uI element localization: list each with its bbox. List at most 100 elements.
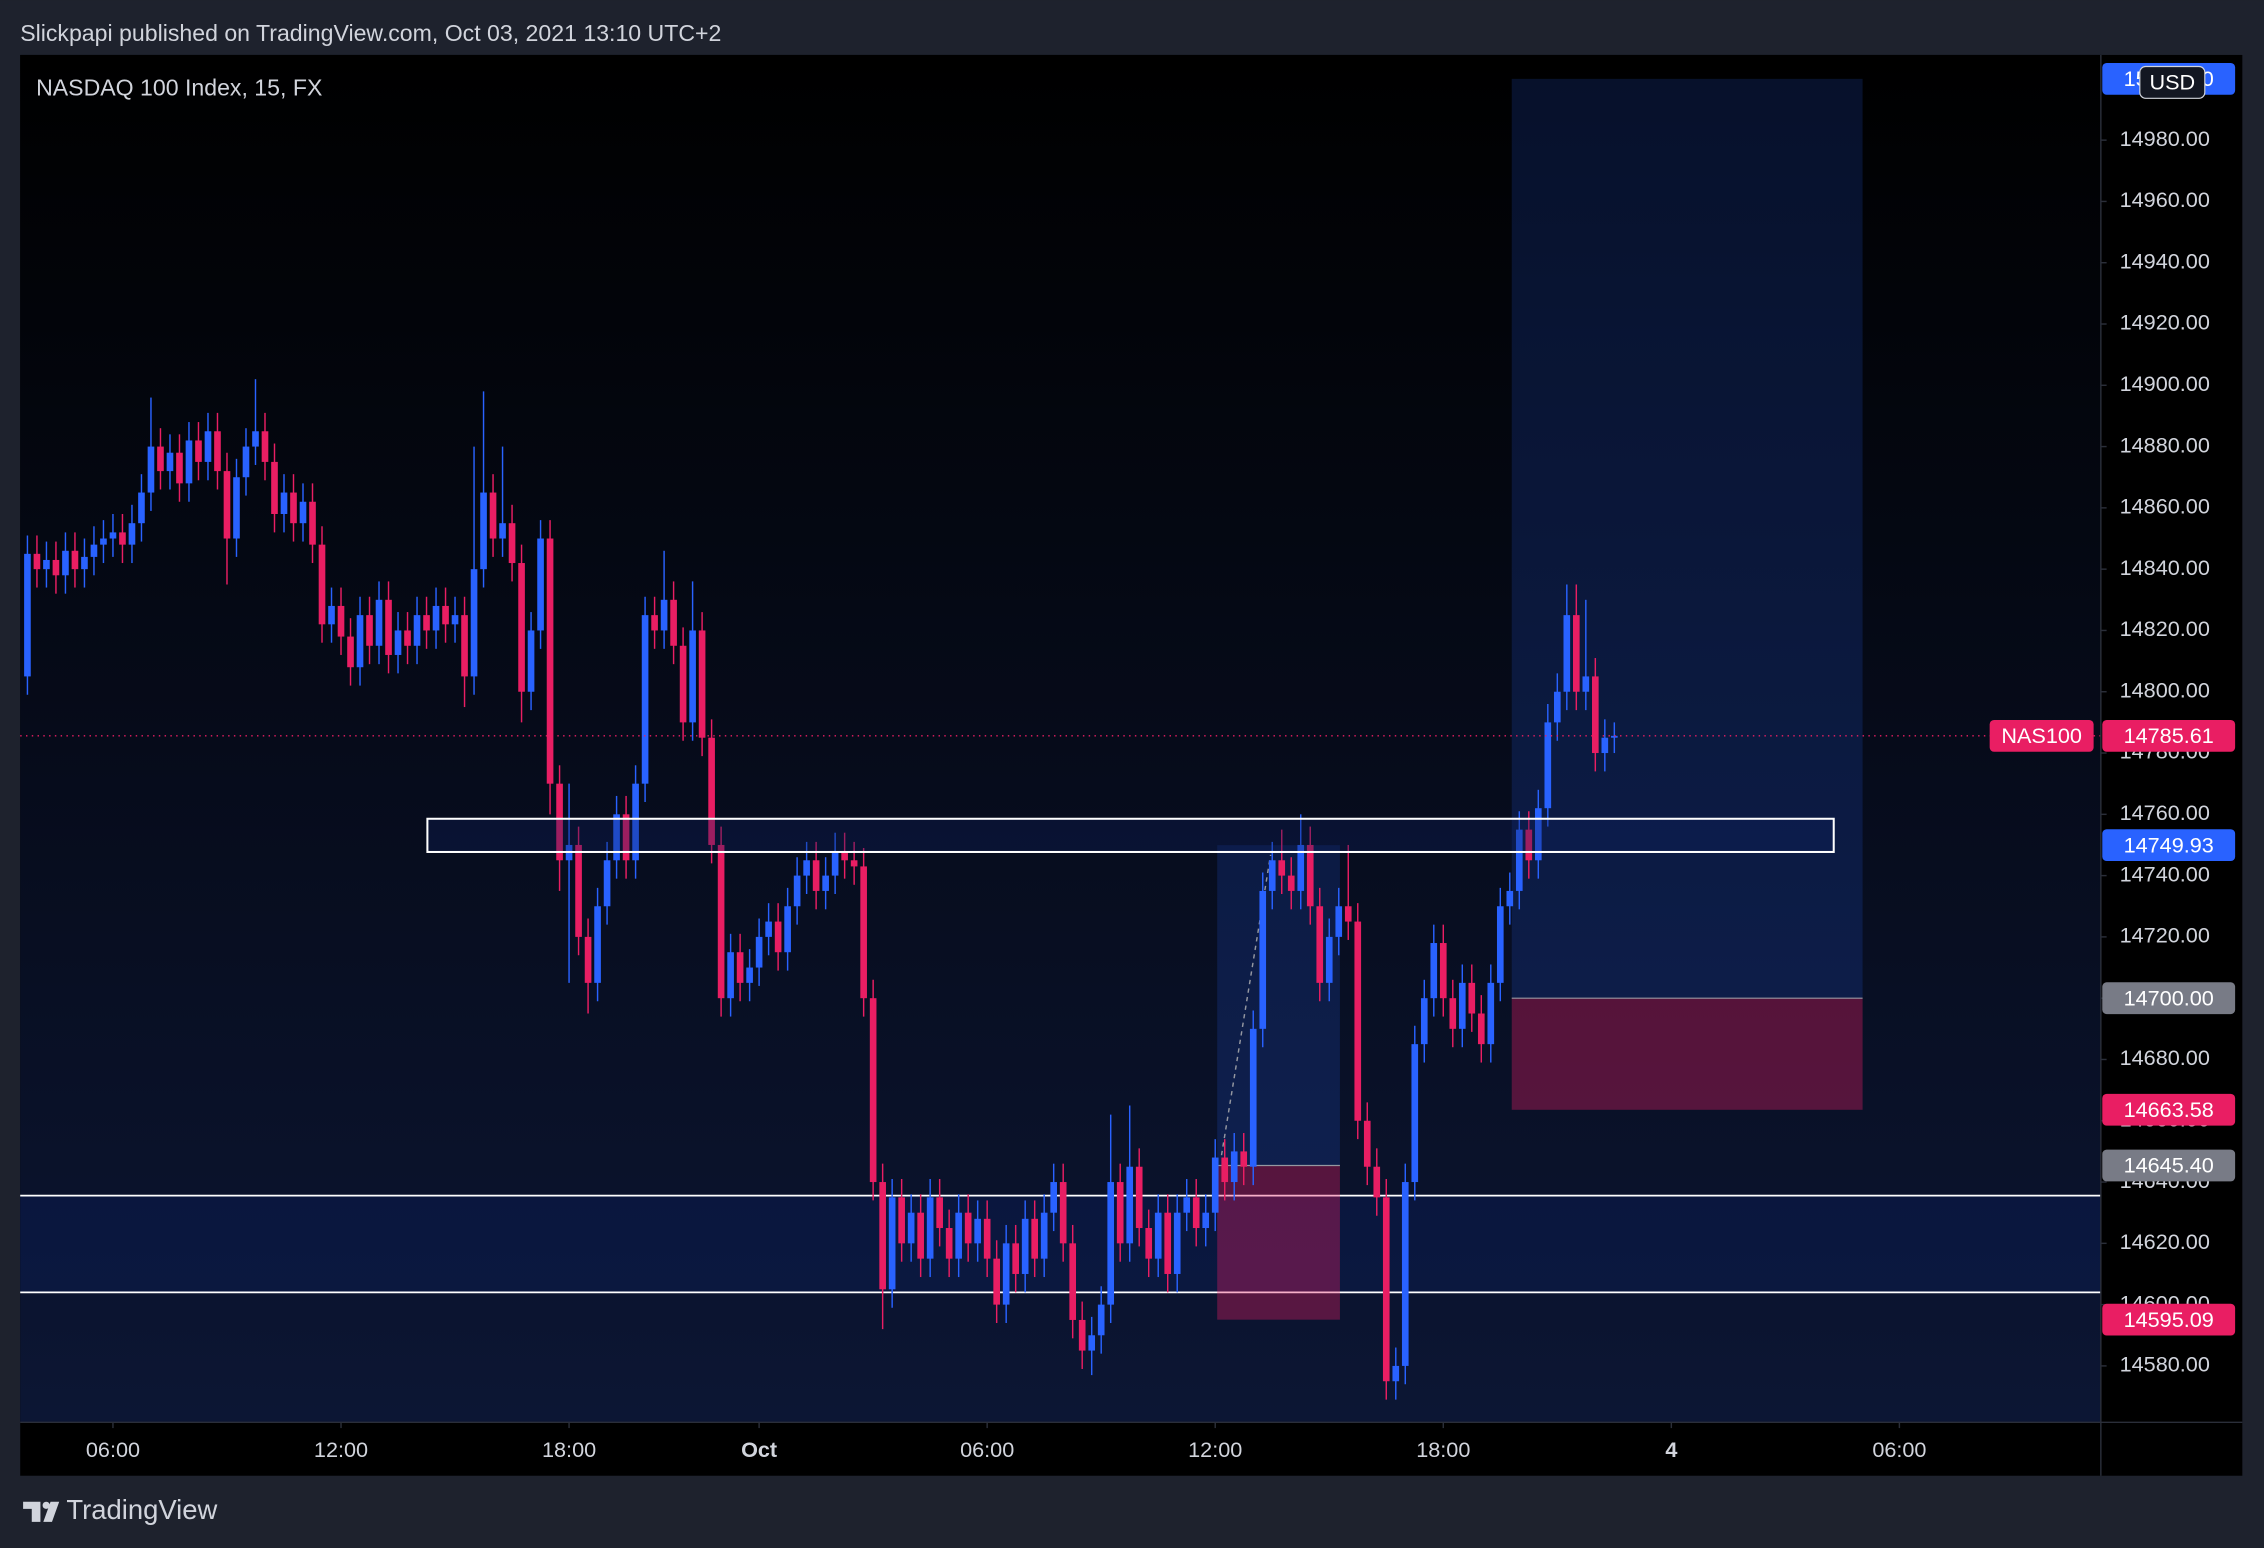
candle-body [641, 615, 649, 784]
price-label [2102, 829, 2236, 862]
candle-body [1050, 1182, 1058, 1213]
candle-body [850, 860, 858, 867]
y-tick-label: 14820.00 [2120, 616, 2210, 641]
profit-zone [1511, 78, 1863, 999]
candle-body [214, 431, 221, 472]
candle-body [736, 952, 744, 983]
x-tick-label: 06:00 [86, 1437, 140, 1462]
candle-body [233, 477, 240, 539]
candle-body [1382, 1197, 1390, 1382]
candle-body [546, 538, 554, 784]
candle-body [71, 550, 79, 570]
candle-body [394, 630, 402, 655]
y-tick-label: 14680.00 [2120, 1045, 2210, 1070]
candle-body [556, 783, 563, 861]
candle-body [1126, 1166, 1134, 1244]
price-label [2102, 1149, 2236, 1182]
currency-button[interactable] [2139, 65, 2206, 99]
candle-body [347, 636, 354, 668]
candle-body [1544, 722, 1552, 809]
candle-body [404, 630, 411, 646]
candle-body [223, 471, 231, 539]
y-tick-label: 14920.00 [2120, 310, 2210, 335]
candle-body [594, 906, 601, 983]
profit-zone [1217, 845, 1340, 1166]
x-tick-label: 18:00 [542, 1437, 596, 1462]
candle-body [1240, 1151, 1248, 1167]
candle-body [822, 875, 829, 891]
candle-body [470, 569, 478, 677]
candle-body [1582, 676, 1590, 692]
candle-body [1591, 676, 1599, 754]
candle-body [280, 492, 288, 515]
footer-brand[interactable]: TradingView [66, 1494, 217, 1525]
candle-body [375, 599, 383, 646]
y-tick-label: 14900.00 [2120, 371, 2210, 396]
candle-body [917, 1212, 924, 1259]
candle-body [480, 492, 487, 570]
candle-body [366, 615, 373, 646]
candle-body [898, 1197, 905, 1244]
x-tick-label: 18:00 [1416, 1437, 1470, 1462]
candle-body [423, 615, 430, 631]
candle-body [1278, 860, 1286, 876]
candle-body [1401, 1182, 1409, 1366]
candle-body [499, 523, 506, 539]
candle-body [765, 921, 772, 937]
x-tick-label: 12:00 [1188, 1437, 1242, 1462]
candle-body [1002, 1243, 1010, 1305]
candle-body [1221, 1157, 1229, 1183]
candle-body [1116, 1182, 1124, 1244]
candle-body [1249, 1028, 1257, 1167]
candle-body [1611, 735, 1618, 738]
price-label-text: 14663.58 [2124, 1097, 2214, 1122]
y-tick-label: 14880.00 [2120, 432, 2210, 457]
x-tick-label: 4 [1665, 1437, 1677, 1462]
x-tick-label: Oct [741, 1437, 777, 1462]
symbol-tag [1989, 719, 2094, 752]
candle-body [1097, 1304, 1105, 1336]
candle-body [290, 492, 297, 524]
candle-body [860, 866, 867, 999]
candle-body [1021, 1218, 1029, 1274]
loss-zone [1217, 1165, 1340, 1320]
price-label-text: 14595.09 [2124, 1307, 2214, 1332]
candle-body [1534, 808, 1542, 861]
last-price-label-text: 14785.61 [2124, 723, 2214, 748]
candle-body [508, 523, 516, 564]
logo-dot [42, 1501, 50, 1509]
candle-body [24, 553, 31, 677]
last-price-label [2102, 719, 2236, 752]
candle-body [945, 1228, 953, 1259]
candle-body [907, 1212, 915, 1244]
price-label [2102, 1303, 2236, 1336]
candle-body [309, 501, 316, 545]
candle-body [385, 599, 392, 655]
candle-body [670, 599, 677, 646]
candle-body [575, 844, 582, 937]
candle-body [1268, 860, 1276, 891]
candle-body [1059, 1182, 1067, 1244]
candle-body [185, 440, 193, 484]
candle-body [926, 1197, 934, 1259]
candle-body [1107, 1182, 1115, 1305]
candle-body [1496, 906, 1504, 983]
candle-body [1553, 691, 1561, 723]
candle-body [527, 630, 535, 692]
candle-body [261, 431, 269, 462]
candle-body [613, 814, 620, 861]
candle-body [774, 921, 782, 953]
candle-body [518, 563, 525, 692]
candle-body [242, 446, 250, 478]
y-tick-label: 14960.00 [2120, 187, 2210, 212]
candle-body [1012, 1243, 1019, 1274]
y-tick-label: 14580.00 [2120, 1352, 2210, 1377]
candle-body [271, 461, 278, 515]
candle-body [195, 440, 202, 462]
candle-body [90, 544, 98, 557]
candle-body [679, 645, 687, 723]
x-tick-label: 06:00 [960, 1437, 1014, 1462]
candle-body [1515, 829, 1523, 891]
candle-body [793, 875, 801, 907]
